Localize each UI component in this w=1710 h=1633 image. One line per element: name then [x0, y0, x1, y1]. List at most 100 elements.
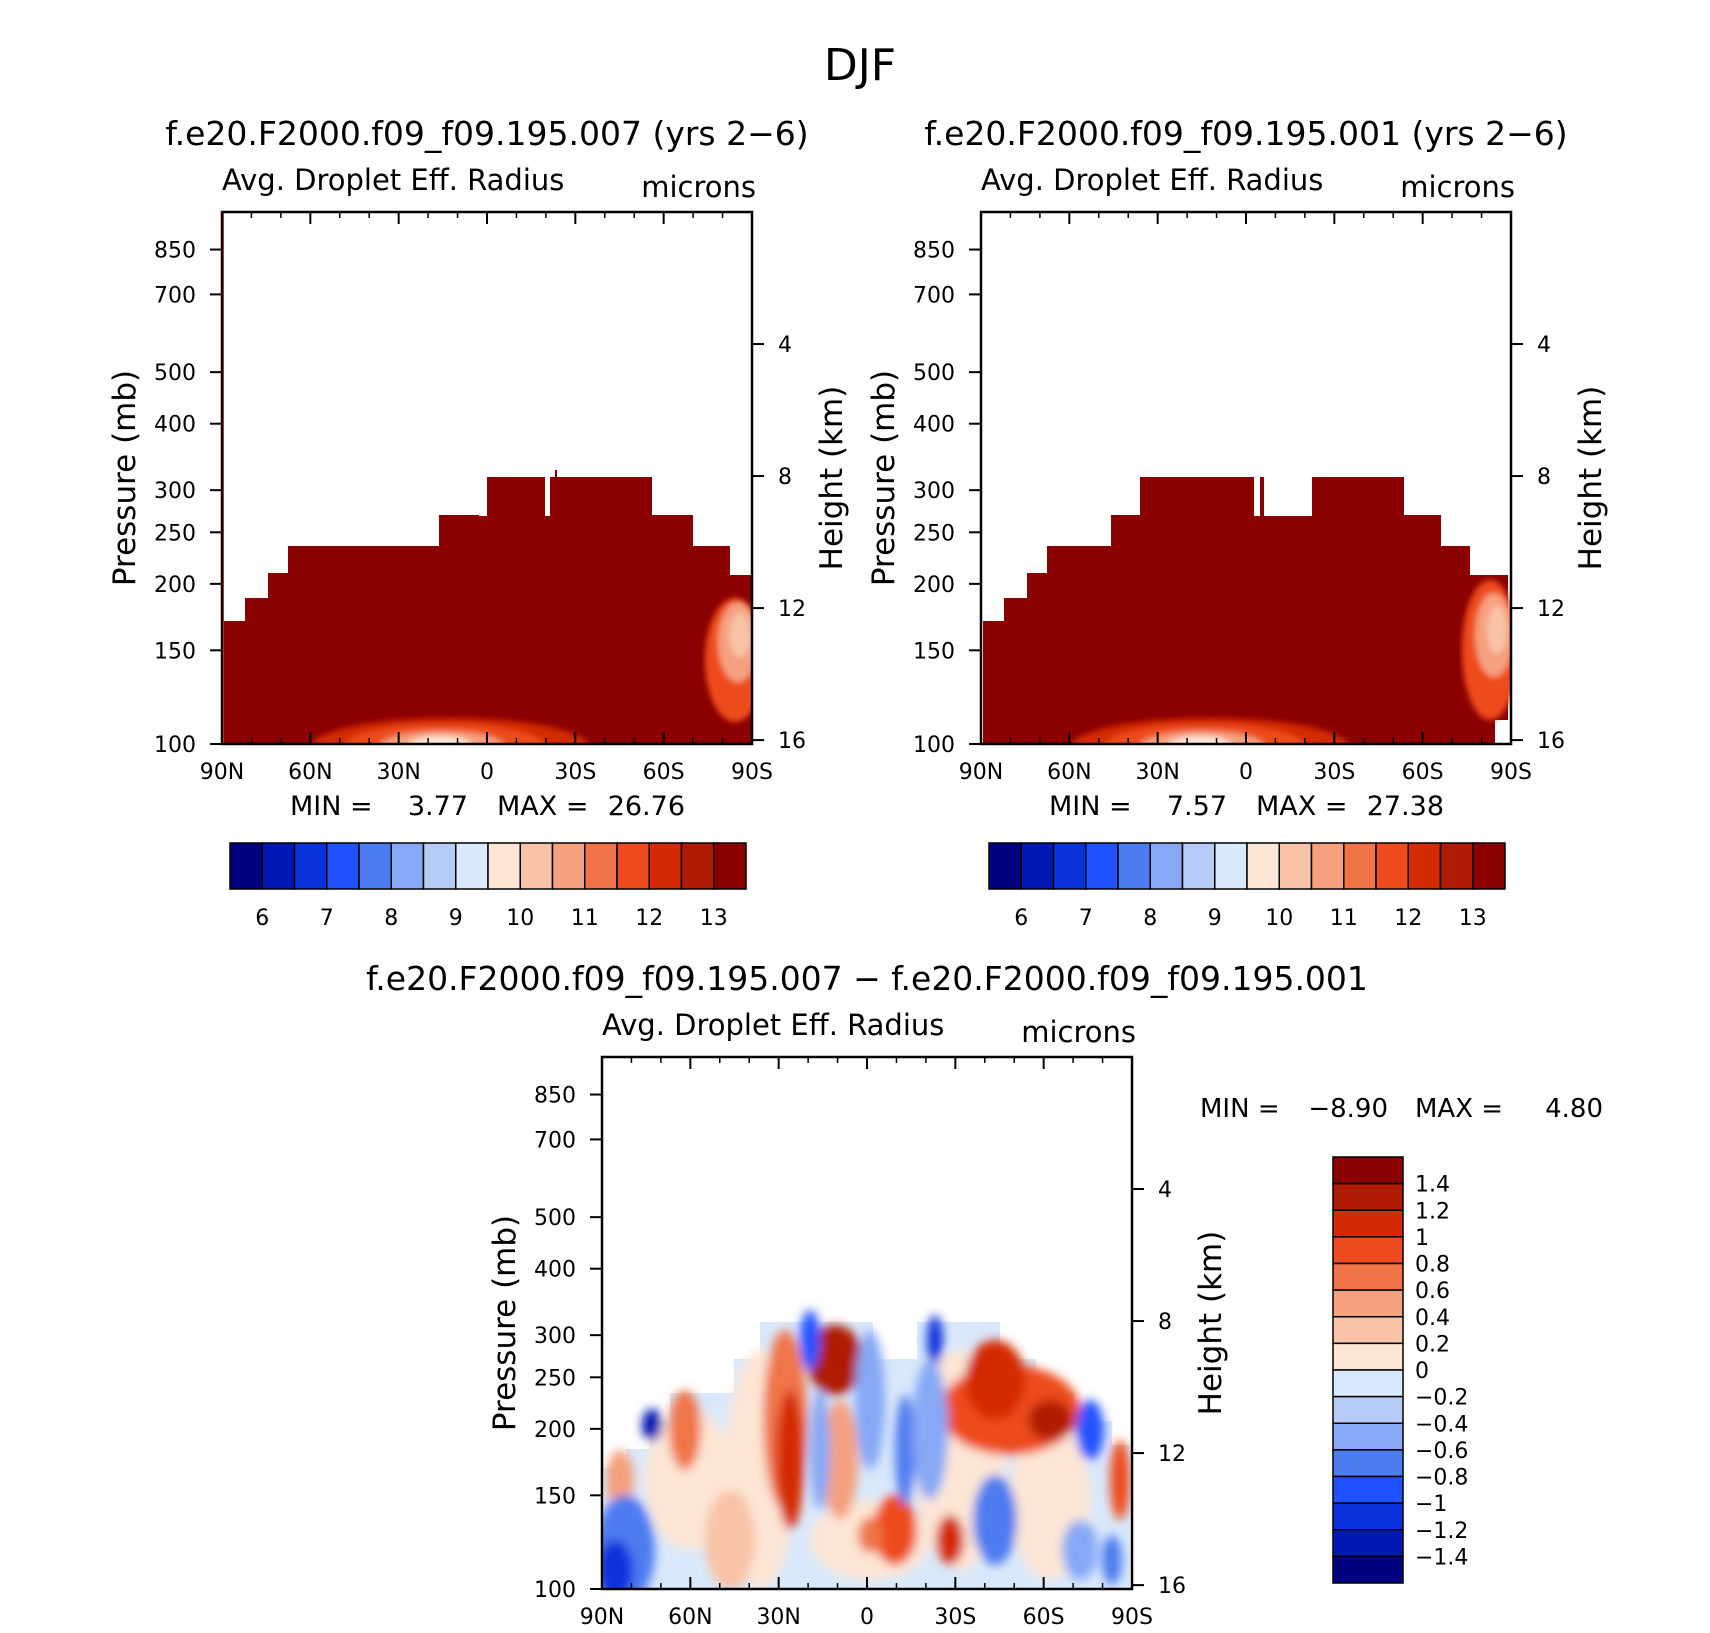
- panel-a-xtick-label: 90N: [200, 760, 244, 785]
- panel-b-ytick-label: 300: [913, 479, 955, 504]
- panel-a-colorbar-box: [326, 842, 360, 890]
- panel-a-colorbar-label: 13: [700, 906, 728, 931]
- panel-b-xtick-label: 30N: [1135, 760, 1179, 785]
- panel-b-max-label: MAX =: [1256, 791, 1347, 822]
- panel-a-ytick-right-label: 12: [778, 597, 806, 622]
- panel-b-mask-edge: [1495, 720, 1511, 744]
- panel-a-ylabel: Pressure (mb): [107, 370, 143, 586]
- panel-a-colorbar-box: [422, 842, 457, 890]
- panel-a-polar-plume: [705, 598, 752, 722]
- panel-diff-colorbar-box: [1332, 1316, 1404, 1345]
- panel-diff-axes: 90N 60N 30N 0 30S 60S 90S 100 150 200 250 300 400 500…: [534, 1057, 1186, 1630]
- panel-diff-colorbar-box: [1332, 1449, 1404, 1478]
- panel-diff-colorbar-label: −0.6: [1415, 1439, 1468, 1464]
- panel-diff-xtick-label: 0: [860, 1605, 874, 1630]
- panel-a-field-dome: [224, 477, 752, 744]
- panel-a-left-subtitle: Avg. Droplet Eff. Radius: [222, 163, 564, 197]
- panel-a-max-value: 26.76: [608, 791, 685, 822]
- panel-diff-colorbar-label: −0.8: [1415, 1466, 1468, 1491]
- panel-diff-ylabel-right: Height (km): [1193, 1231, 1229, 1416]
- panel-a-xtick-label: 30S: [554, 760, 596, 785]
- panel-b-gap-1: [1254, 470, 1260, 516]
- panel-diff-ytick-label: 850: [534, 1084, 576, 1109]
- panel-diff-ytick-label: 500: [534, 1206, 576, 1231]
- panel-diff-colorbar-label: −1.4: [1415, 1545, 1468, 1570]
- panel-diff-colorbar-label: 0: [1415, 1359, 1429, 1384]
- panel-diff-ytick-label: 700: [534, 1128, 576, 1153]
- panel-b-colorbar-box: [1278, 842, 1313, 890]
- panel-a-colorbar-box: [261, 842, 296, 890]
- panel-b-colorbar-box: [1472, 842, 1506, 890]
- panel-a-colorbar-box: [713, 842, 747, 890]
- panel-diff-colorbar-label: 1: [1415, 1226, 1429, 1251]
- panel-diff-ytick-label: 400: [534, 1258, 576, 1283]
- panel-diff-ytick-right-label: 4: [1158, 1178, 1172, 1203]
- panel-a-ytick-right-label: 16: [778, 729, 806, 754]
- panel-diff-ytick-right-label: 16: [1158, 1574, 1186, 1599]
- panel-diff-colorbar-box: [1332, 1475, 1404, 1504]
- panel-diff-blobs: [602, 1310, 1130, 1589]
- panel-diff-colorbar-box: [1332, 1236, 1404, 1265]
- panel-b-ytick-label: 700: [913, 283, 955, 308]
- panel-diff-min-label: MIN =: [1200, 1094, 1280, 1124]
- panel-diff-units: microns: [1021, 1015, 1136, 1049]
- panel-a-ytick-label: 200: [154, 573, 196, 598]
- panel-diff-max-label: MAX =: [1415, 1094, 1503, 1124]
- panel-a-colorbar-label: 9: [449, 906, 463, 931]
- panel-a-xtick-label: 30N: [376, 760, 420, 785]
- panel-b-axes: 90N 60N 30N 0 30S 60S 90S 100 150 200 250 300 400 500…: [913, 212, 1565, 785]
- panel-diff-ytick-right-label: 12: [1158, 1442, 1186, 1467]
- panel-diff-ytick-label: 150: [534, 1484, 576, 1509]
- panel-a-gap-3: [555, 470, 557, 516]
- panel-b-ytick-label: 250: [913, 521, 955, 546]
- panel-diff-max-value: 4.80: [1545, 1094, 1603, 1124]
- panel-a-colorbar-box: [487, 842, 521, 890]
- panel-diff-colorbar-box: [1332, 1182, 1404, 1211]
- panel-b-colorbar-box: [1149, 842, 1184, 890]
- panel-diff-colorbar-box: [1332, 1395, 1404, 1424]
- panel-a-xtick-label: 60S: [643, 760, 685, 785]
- panel-a-colorbar-box: [616, 842, 650, 890]
- panel-a-ytick-label: 150: [154, 639, 196, 664]
- panel-diff-ytick-label: 250: [534, 1366, 576, 1391]
- panel-a-colorbar-box: [390, 842, 425, 890]
- panel-b-colorbar-label: 8: [1143, 906, 1157, 931]
- panel-a-colorbar-box: [584, 842, 618, 890]
- panel-b-ytick-label: 500: [913, 361, 955, 386]
- panel-b-colorbar-box: [988, 842, 1022, 890]
- panel-b-ytick-label: 400: [913, 413, 955, 438]
- panel-a-ylabel-right: Height (km): [814, 386, 850, 571]
- panel-a-xtick-label: 90S: [731, 760, 773, 785]
- panel-diff-ylabel: Pressure (mb): [487, 1215, 523, 1431]
- panel-b-xtick-label: 60N: [1047, 760, 1091, 785]
- panel-diff-colorbar-label: −0.4: [1415, 1412, 1468, 1437]
- panel-a-colorbar-label: 12: [635, 906, 663, 931]
- panel-b-ylabel-right: Height (km): [1573, 386, 1609, 571]
- panel-diff-colorbar-box: [1332, 1209, 1404, 1238]
- panel-a-colorbar-box: [229, 842, 263, 890]
- panel-a-colorbar-label: 10: [506, 906, 534, 931]
- panel-b-ytick-label: 150: [913, 639, 955, 664]
- panel-a-ytick-label: 850: [154, 239, 196, 264]
- panel-diff-colorbar-label: −1: [1415, 1492, 1447, 1517]
- panel-a-colorbar-box: [551, 842, 586, 890]
- panel-b-surface-plume: [1071, 718, 1349, 744]
- panel-a-ytick-label: 100: [154, 733, 196, 758]
- panel-b-colorbar-label: 13: [1459, 906, 1487, 931]
- panel-diff-title: f.e20.F2000.f09_f09.195.007 − f.e20.F200…: [366, 959, 1368, 998]
- panel-b-units: microns: [1400, 170, 1515, 204]
- panel-diff: f.e20.F2000.f09_f09.195.007 − f.e20.F200…: [366, 959, 1603, 1630]
- panel-diff-ytick-label: 100: [534, 1578, 576, 1603]
- panel-a-colorbar-box: [680, 842, 715, 890]
- panel-diff-colorbar-box: [1332, 1342, 1404, 1371]
- page-title: DJF: [824, 40, 896, 91]
- panel-b-colorbar-box: [1052, 842, 1087, 890]
- panel-b-field-dome: [983, 477, 1508, 744]
- panel-a-colorbar-label: 7: [320, 906, 334, 931]
- panel-diff-colorbar-box: [1332, 1555, 1404, 1584]
- panel-b-colorbar-box: [1343, 842, 1377, 890]
- panel-diff-colorbar-label: 1.4: [1415, 1173, 1450, 1198]
- panel-b-colorbar-box: [1310, 842, 1345, 890]
- panel-b-xtick-label: 90N: [959, 760, 1003, 785]
